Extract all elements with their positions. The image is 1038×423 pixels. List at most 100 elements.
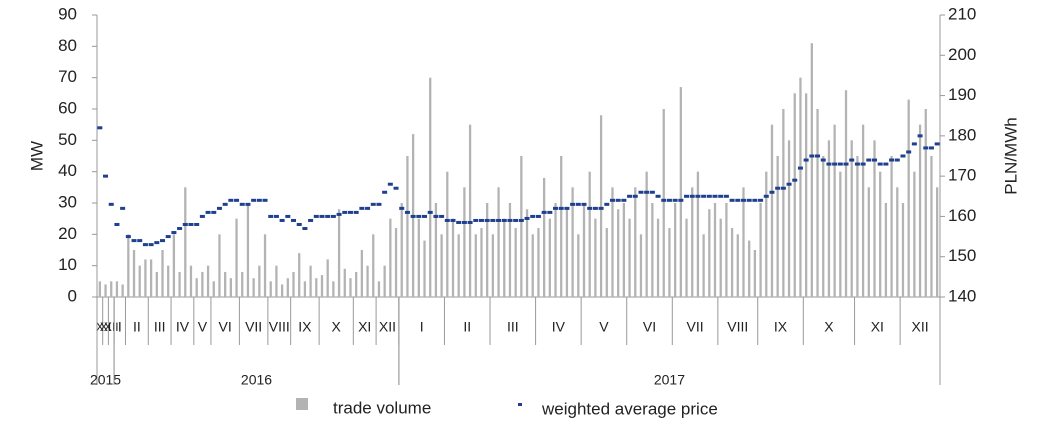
- volume-bar: [901, 203, 905, 297]
- price-dot: [342, 210, 348, 214]
- y-tick-label: 20: [58, 224, 77, 243]
- year-label: 2016: [241, 372, 272, 388]
- volume-bar: [451, 218, 455, 297]
- volume-bar: [628, 218, 631, 297]
- price-dot: [661, 198, 667, 202]
- price-dot: [513, 218, 519, 222]
- volume-bar: [594, 218, 597, 297]
- month-label: V: [599, 319, 609, 335]
- price-dot: [114, 222, 120, 226]
- volume-bar: [115, 281, 119, 297]
- price-dot: [644, 190, 650, 194]
- price-dot: [291, 218, 297, 222]
- volume-bar: [195, 278, 198, 297]
- price-dot: [285, 214, 291, 218]
- price-dot: [809, 154, 815, 158]
- volume-bar: [132, 250, 136, 297]
- price-dot: [268, 214, 274, 218]
- price-dot: [889, 158, 895, 162]
- volume-bar: [138, 265, 141, 297]
- price-dot: [182, 222, 188, 226]
- volume-bar: [634, 187, 637, 297]
- volume-bar: [565, 209, 569, 297]
- volume-bar: [696, 171, 700, 297]
- volume-bar: [662, 109, 665, 297]
- month-label: VII: [687, 319, 704, 335]
- volume-bar: [229, 278, 232, 297]
- price-dot: [894, 158, 900, 162]
- volume-bar: [110, 281, 113, 297]
- price-dot: [575, 202, 581, 206]
- volume-bar: [833, 124, 836, 298]
- volume-bar: [429, 77, 432, 298]
- price-dot: [883, 162, 889, 166]
- price-dot: [837, 162, 843, 166]
- price-dot: [501, 218, 507, 222]
- month-label: I: [118, 319, 122, 335]
- volume-bar: [525, 209, 529, 297]
- price-dot: [763, 194, 769, 198]
- price-dot: [581, 202, 587, 206]
- price-dot: [120, 206, 126, 210]
- price-dot: [273, 214, 279, 218]
- price-dot: [103, 174, 109, 178]
- volume-bar: [235, 218, 238, 297]
- price-dot: [524, 216, 530, 220]
- price-dot: [330, 214, 336, 218]
- price-dot: [222, 202, 228, 206]
- y2-tick-label: 190: [948, 85, 976, 104]
- price-dot: [137, 239, 143, 243]
- price-dot: [251, 198, 257, 202]
- volume-bar: [127, 234, 130, 297]
- volume-bar: [218, 234, 221, 297]
- volume-bar: [212, 281, 215, 297]
- volume-bar: [389, 218, 392, 297]
- month-label: III: [507, 319, 519, 335]
- volume-bar: [577, 234, 580, 297]
- price-dot: [815, 154, 821, 158]
- price-dot: [803, 158, 809, 162]
- legend-label: trade volume: [333, 398, 431, 417]
- month-label: XI: [871, 319, 884, 335]
- y2-tick-label: 210: [948, 4, 976, 23]
- price-dot: [507, 218, 513, 222]
- volume-bar: [149, 259, 153, 297]
- price-dot: [843, 162, 849, 166]
- volume-bar: [286, 278, 289, 297]
- month-label: I: [420, 319, 424, 335]
- volume-bar: [787, 140, 791, 297]
- volume-bar: [349, 278, 352, 297]
- volume-bar: [805, 93, 808, 297]
- volume-bar: [457, 234, 460, 297]
- price-dot: [627, 194, 633, 198]
- month-label: XII: [379, 319, 396, 335]
- month-label: IV: [552, 319, 566, 335]
- price-dot: [142, 243, 148, 247]
- volume-bar: [822, 156, 825, 297]
- volume-bar: [913, 171, 916, 297]
- month-label: IX: [298, 319, 312, 335]
- price-dot: [245, 202, 251, 206]
- price-dot: [775, 186, 781, 190]
- price-dot: [684, 194, 690, 198]
- volume-bar: [326, 259, 329, 297]
- price-dot: [387, 182, 393, 186]
- month-label: VII: [245, 319, 262, 335]
- price-dot: [740, 198, 746, 202]
- month-label: IV: [176, 319, 190, 335]
- volume-bar: [531, 234, 534, 297]
- volume-bar: [611, 187, 614, 297]
- volume-bar: [446, 171, 449, 297]
- price-dot: [404, 210, 410, 214]
- volume-bar: [394, 228, 398, 297]
- price-dot: [615, 198, 621, 202]
- volume-bar: [782, 109, 785, 297]
- price-dot: [547, 210, 553, 214]
- volume-bar: [748, 240, 751, 297]
- price-dot: [97, 126, 103, 130]
- volume-bar: [423, 240, 426, 297]
- volume-bar: [252, 278, 255, 297]
- price-dot: [108, 202, 114, 206]
- price-dot: [780, 186, 786, 190]
- price-dot: [228, 198, 234, 202]
